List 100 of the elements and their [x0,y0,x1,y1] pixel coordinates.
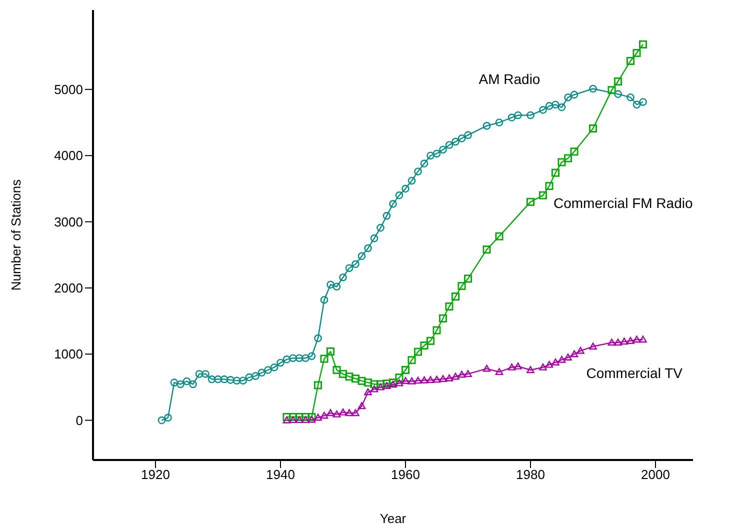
point [320,354,328,363]
point [364,388,372,396]
point [614,338,622,346]
point [576,346,584,354]
point [314,381,322,390]
point [314,414,322,421]
point [376,383,384,390]
series-label: AM Radio [478,70,540,87]
point [326,347,334,356]
series-label: Commercial FM Radio [554,194,693,211]
point [408,356,416,364]
point [526,198,534,206]
point [570,350,578,358]
point [370,380,378,388]
point [558,356,566,363]
point [458,370,466,378]
point [552,168,560,177]
point [445,374,454,382]
point [632,336,641,343]
point [358,376,366,385]
point [364,378,372,387]
point [482,246,491,254]
point [626,336,634,344]
point [495,232,504,240]
x-tick-label: 1940 [266,467,295,482]
y-tick-label: 2000 [54,280,83,296]
point [432,376,441,383]
point [445,302,454,310]
point [420,376,428,384]
point [608,338,616,346]
point [514,362,522,370]
x-tick-label: 1960 [391,467,420,482]
point [439,375,447,382]
point [564,154,572,162]
point [552,358,560,366]
point [420,342,428,350]
point [370,385,378,392]
point [282,416,291,424]
point [608,86,616,94]
point [395,379,404,386]
point [432,326,441,334]
point [426,336,434,345]
y-tick-label: 0 [76,412,83,428]
point [358,402,366,410]
point [620,338,628,345]
point [345,409,354,416]
point [439,314,447,322]
point [320,412,328,419]
point [639,336,647,343]
x-tick-label: 1920 [141,467,170,482]
point [632,49,641,58]
y-tick-label: 5000 [54,82,83,98]
point [352,409,360,416]
point [626,56,634,65]
point [639,40,647,48]
y-tick-label: 4000 [54,148,83,164]
point [408,377,416,384]
point [589,342,597,350]
point [332,366,341,374]
point [308,416,316,423]
point [539,191,547,200]
point [414,348,422,356]
point [345,372,354,381]
point [452,292,460,301]
y-tick-label: 3000 [54,214,83,230]
point [395,374,404,382]
point [339,370,347,378]
point [545,182,554,190]
point [545,360,554,368]
x-tick-label: 1980 [516,467,545,482]
point [508,363,516,370]
y-axis-title: Number of Stations [8,178,24,291]
point [352,374,360,383]
point [458,282,466,290]
point [332,410,341,418]
point [482,364,491,372]
point [452,372,460,380]
point [295,416,304,424]
point [464,370,472,378]
point [495,368,504,376]
point [302,416,310,424]
point [402,377,410,384]
point [402,366,410,374]
point [564,354,572,360]
point [539,363,547,370]
point [589,124,597,132]
x-tick-label: 2000 [641,467,670,482]
point [570,148,578,156]
point [526,366,534,374]
point [308,412,316,421]
point [339,408,347,416]
series-label: Commercial TV [586,365,684,382]
point [558,158,566,166]
x-axis-title: Year [380,511,407,526]
point [326,409,334,416]
point [614,77,622,86]
point [289,416,297,424]
point [282,412,291,421]
point [426,376,434,383]
point [464,274,472,283]
